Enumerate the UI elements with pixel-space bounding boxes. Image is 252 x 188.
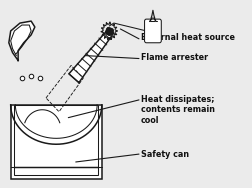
Text: External heat source: External heat source [141,33,235,42]
Polygon shape [11,105,102,144]
Bar [14,105,98,175]
Text: Safety can: Safety can [141,150,189,159]
FancyBboxPatch shape [145,19,161,43]
Bar [11,105,102,179]
Polygon shape [150,10,156,21]
Text: Flame arrester: Flame arrester [141,53,208,62]
Polygon shape [9,21,35,61]
Text: Heat dissipates;
contents remain
cool: Heat dissipates; contents remain cool [141,95,215,125]
Polygon shape [69,29,114,83]
